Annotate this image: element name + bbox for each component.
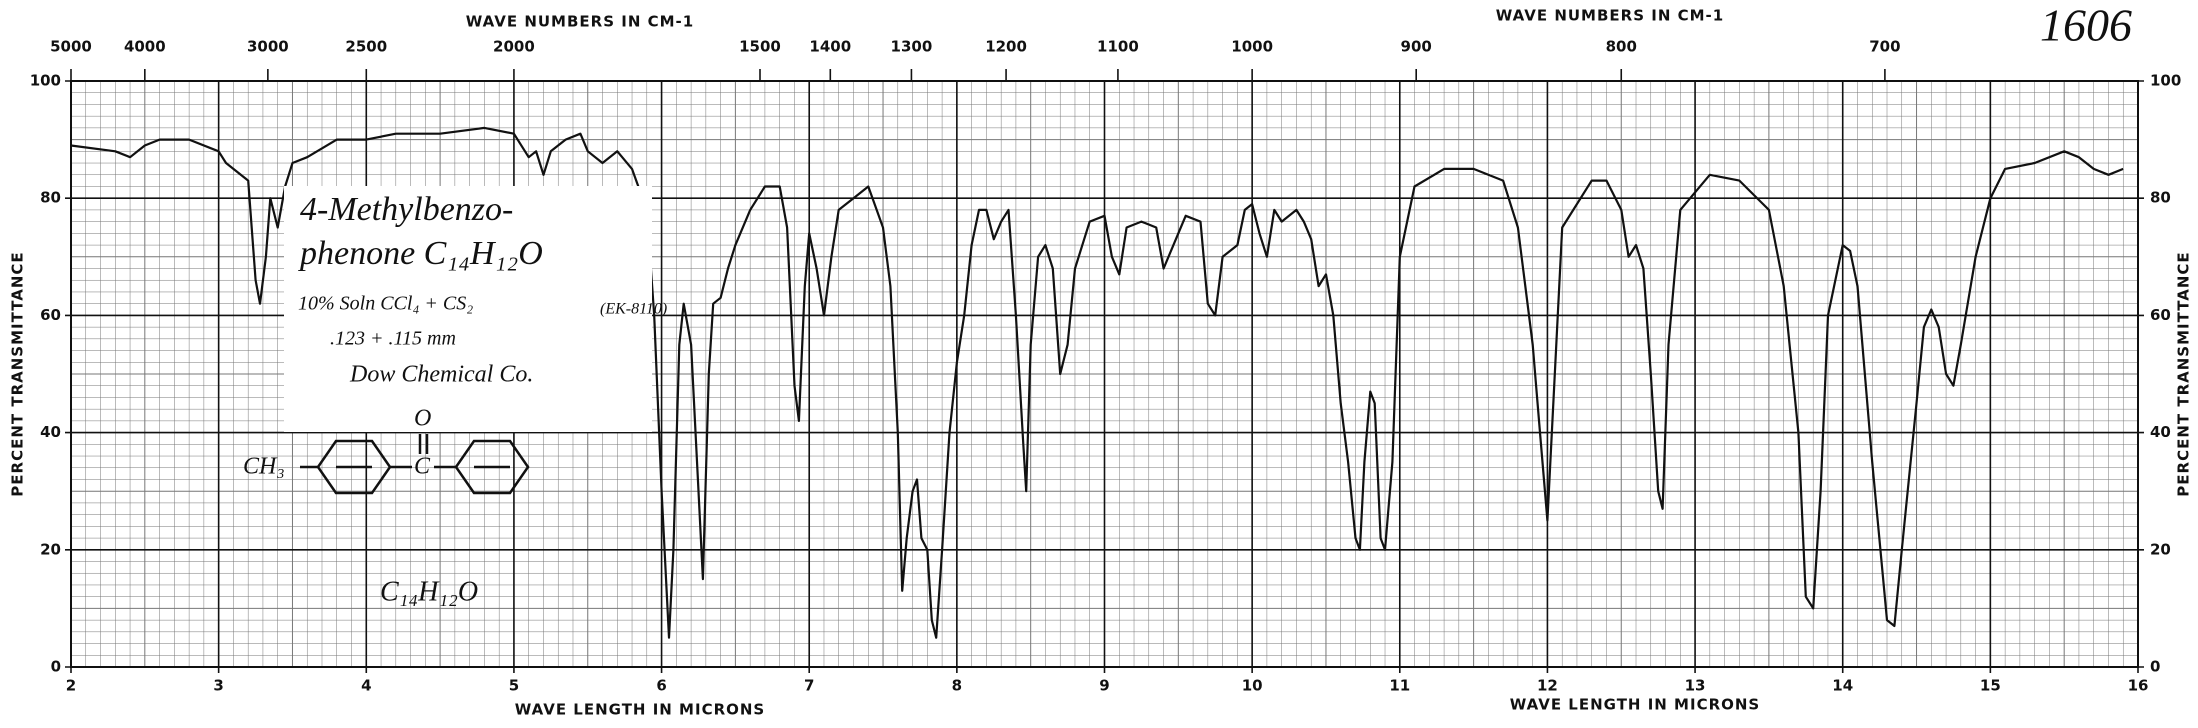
x-tick-label: 3 [213,677,223,695]
structure-label: O [414,406,431,432]
annotation: .123 + .115 mm [330,328,456,350]
y-tick-label: 100 [30,72,61,90]
x2-tick-label: 1500 [739,38,781,56]
x2-tick-label: 2500 [345,38,387,56]
x-tick-label: 8 [952,677,962,695]
x-tick-label: 15 [1980,677,2001,695]
structure-label: C [414,454,431,480]
annotation: phenone C₁₄H₁₂O [298,235,543,272]
y-tick-label: 20 [40,540,61,558]
x-axis-title: WAVE LENGTH IN MICRONS [1510,696,1761,714]
x-tick-label: 5 [509,677,519,695]
x2-tick-label: 900 [1401,38,1432,56]
y2-axis-title: PERCENT TRANSMITTANCE [2175,251,2193,496]
y-axis-title: PERCENT TRANSMITTANCE [9,251,27,496]
y-tick-label: 0 [51,658,61,676]
x2-tick-label: 5000 [50,38,92,56]
structure-drawing [300,434,530,495]
y-tick-label: 40 [40,423,61,441]
y2-tick-label: 100 [2150,72,2181,90]
annotation: 1606 [2040,0,2132,51]
annotation: 10% Soln CCl₄ + CS₂ [298,293,473,315]
annotation: Dow Chemical Co. [349,362,533,388]
x2-tick-label: 1100 [1097,38,1139,56]
y-tick-label: 60 [40,306,61,324]
x2-axis-title: WAVE NUMBERS IN CM-1 [466,13,694,31]
x-tick-label: 9 [1099,677,1109,695]
y2-tick-label: 60 [2150,306,2171,324]
x-tick-label: 2 [66,677,76,695]
x2-tick-label: 800 [1606,38,1637,56]
x-tick-label: 6 [656,677,666,695]
x-axis-title: WAVE LENGTH IN MICRONS [515,701,766,719]
x2-tick-label: 2000 [493,38,535,56]
x-tick-label: 16 [2128,677,2149,695]
y-tick-label: 80 [40,189,61,207]
annotation-box [284,186,652,432]
x-tick-label: 12 [1537,677,1558,695]
x-tick-label: 14 [1832,677,1853,695]
x2-tick-label: 3000 [247,38,289,56]
x2-tick-label: 1300 [891,38,933,56]
x-tick-label: 11 [1389,677,1410,695]
y2-tick-label: 20 [2150,540,2171,558]
structure-label: CH₃ [243,454,285,480]
x-tick-label: 4 [361,677,371,695]
x-tick-label: 7 [804,677,814,695]
trace-layer [70,126,2124,639]
x2-tick-label: 4000 [124,38,166,56]
x2-axis-title: WAVE NUMBERS IN CM-1 [1496,7,1724,25]
x2-tick-label: 1000 [1231,38,1273,56]
y2-tick-label: 0 [2150,658,2160,676]
annotation: C₁₄H₁₂O [380,576,478,607]
spectrum-line [70,126,2124,639]
x-tick-label: 13 [1685,677,1706,695]
y2-tick-label: 40 [2150,423,2171,441]
x2-tick-label: 700 [1869,38,1900,56]
x2-tick-label: 1200 [985,38,1027,56]
x-tick-label: 10 [1242,677,1263,695]
annotation: (EK-8110) [600,301,667,318]
x2-tick-label: 1400 [809,38,851,56]
y2-tick-label: 80 [2150,189,2171,207]
grid-layer [65,69,2144,673]
benzene-ring [454,439,530,495]
annotation: 4-Methylbenzo- [300,191,513,228]
